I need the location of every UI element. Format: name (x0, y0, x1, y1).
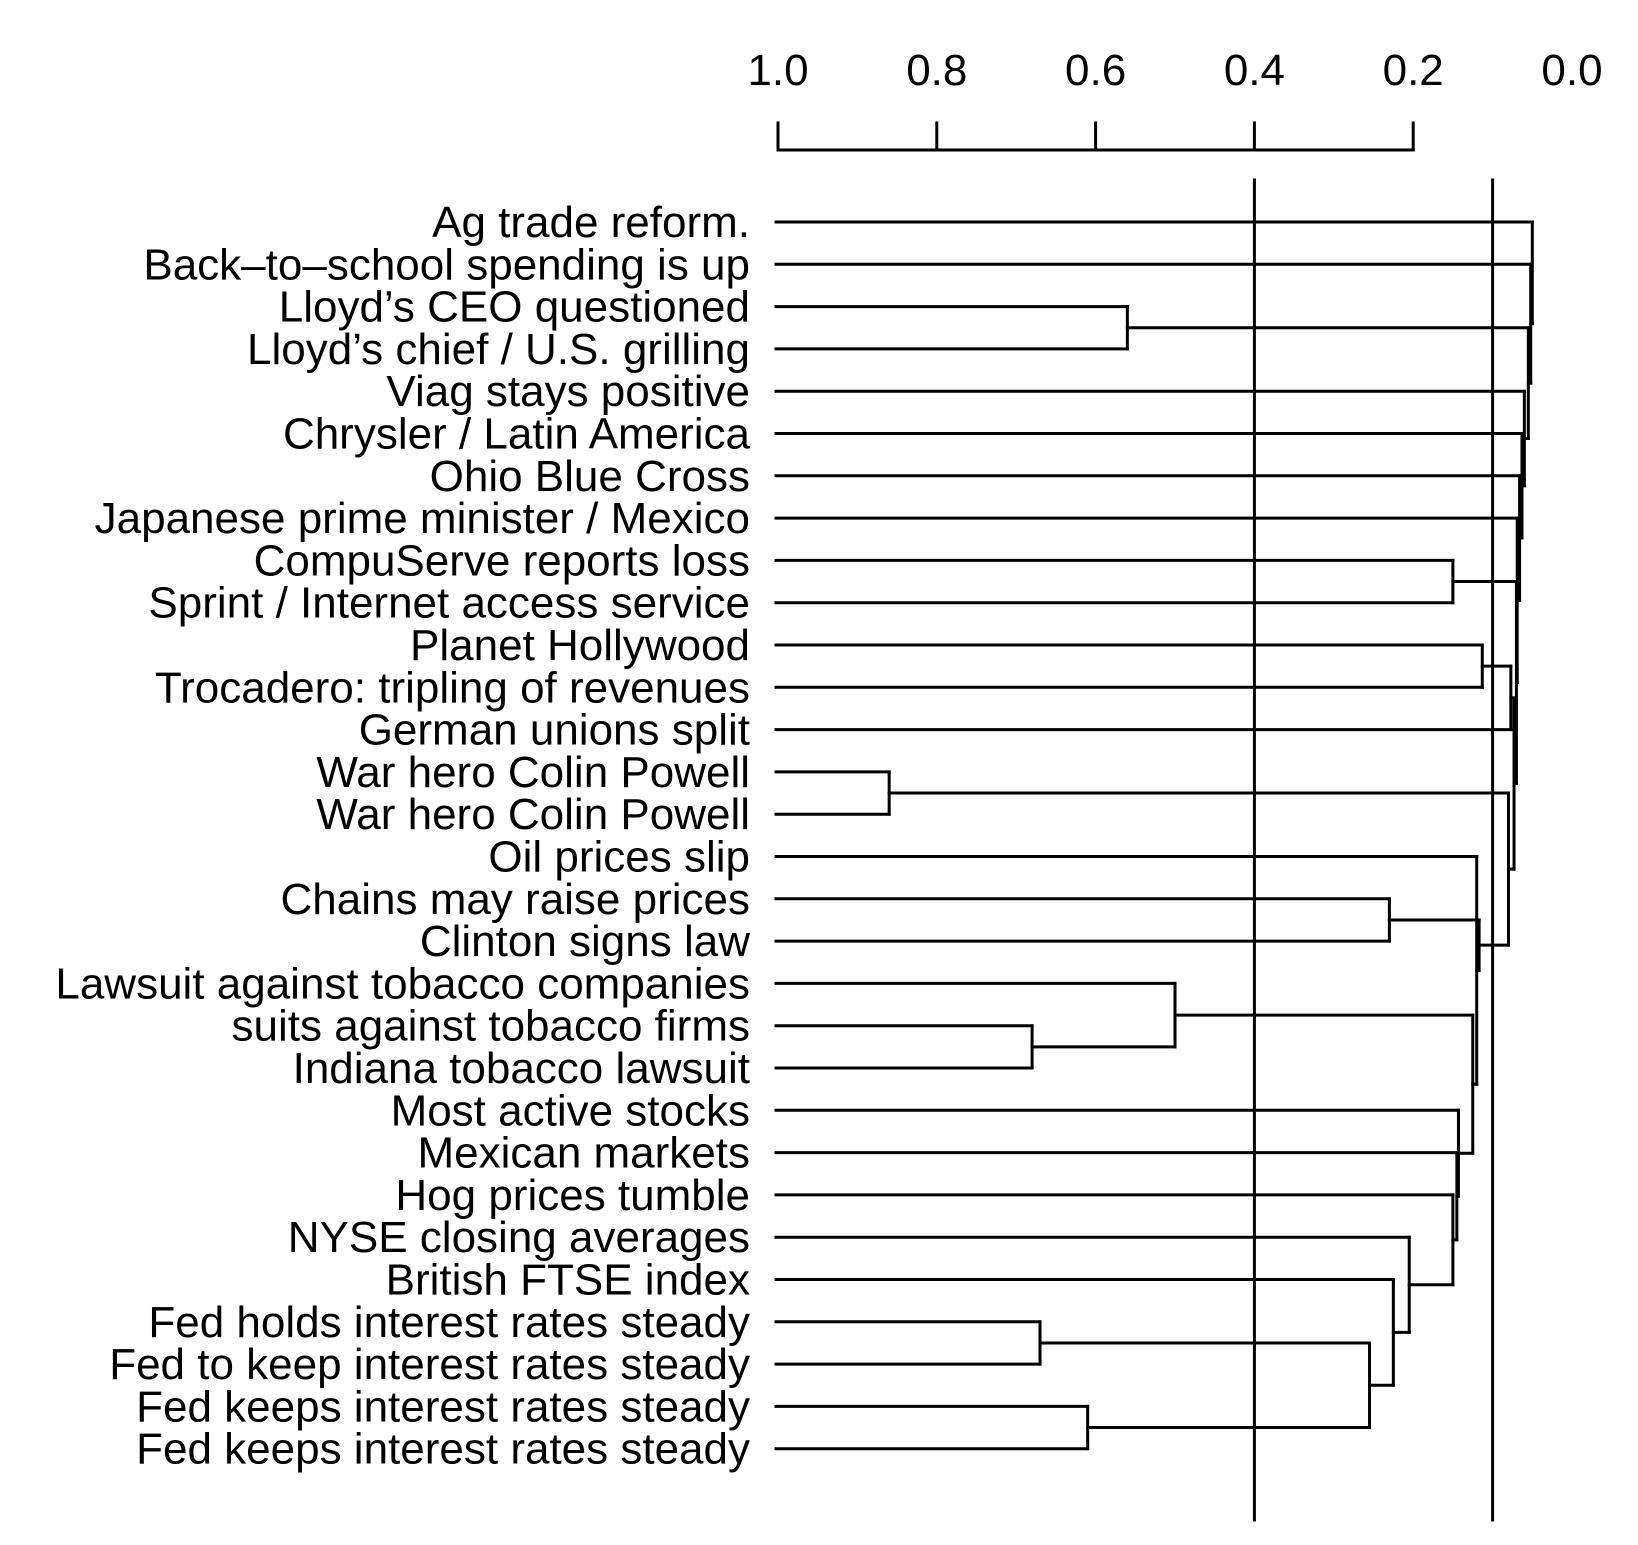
height-axis: 1.0 0.8 0.6 0.4 0.2 0.0 (747, 46, 1603, 152)
axis-tick-label: 0.8 (906, 46, 967, 95)
leaf-label: Fed keeps interest rates steady (136, 1382, 750, 1431)
axis-tick-label: 0.6 (1065, 46, 1126, 95)
leaf-label: Clinton signs law (420, 917, 750, 966)
leaf-label: Back–to–school spending is up (143, 240, 750, 289)
axis-tick-label: 0.0 (1541, 46, 1602, 95)
axis-tick-label: 1.0 (747, 46, 808, 95)
leaf-label: CompuServe reports loss (254, 536, 750, 585)
leaf-label: Planet Hollywood (410, 621, 750, 670)
leaf-label: Sprint / Internet access service (148, 579, 750, 628)
leaf-label: NYSE closing averages (288, 1213, 750, 1262)
leaf-label: Viag stays positive (386, 367, 750, 416)
leaf-label: Lloyd’s CEO questioned (279, 283, 750, 332)
leaf-label: Fed holds interest rates steady (148, 1298, 750, 1347)
leaf-label: Hog prices tumble (395, 1171, 750, 1220)
leaf-label: Lloyd’s chief / U.S. grilling (247, 325, 750, 374)
leaf-label: German unions split (359, 706, 750, 755)
leaf-label: Chrysler / Latin America (283, 410, 751, 459)
leaf-label: British FTSE index (386, 1256, 750, 1305)
cut-lines (1252, 178, 1495, 1522)
leaf-label: Fed keeps interest rates steady (136, 1425, 750, 1474)
leaf-label: Indiana tobacco lawsuit (293, 1044, 750, 1093)
leaf-label: Fed to keep interest rates steady (109, 1340, 750, 1389)
leaf-label: Most active stocks (391, 1086, 750, 1135)
leaf-label: War hero Colin Powell (316, 748, 750, 797)
leaf-label: Ohio Blue Cross (430, 452, 750, 501)
leaf-label: War hero Colin Powell (316, 790, 750, 839)
axis-tick-label: 0.2 (1383, 46, 1444, 95)
axis-tick-label: 0.4 (1224, 46, 1285, 95)
leaf-label: Trocadero: tripling of revenues (155, 663, 750, 712)
leaf-labels: Ag trade reform.Back–to–school spending … (55, 198, 750, 1474)
leaf-label: Mexican markets (417, 1129, 750, 1178)
leaf-label: Japanese prime minister / Mexico (95, 494, 750, 543)
leaf-label: suits against tobacco firms (232, 1002, 750, 1051)
leaf-label: Chains may raise prices (281, 875, 751, 924)
tree-branches (774, 220, 1534, 1451)
leaf-label: Oil prices slip (488, 833, 750, 882)
leaf-label: Ag trade reform. (432, 198, 750, 247)
leaf-label: Lawsuit against tobacco companies (55, 959, 750, 1008)
